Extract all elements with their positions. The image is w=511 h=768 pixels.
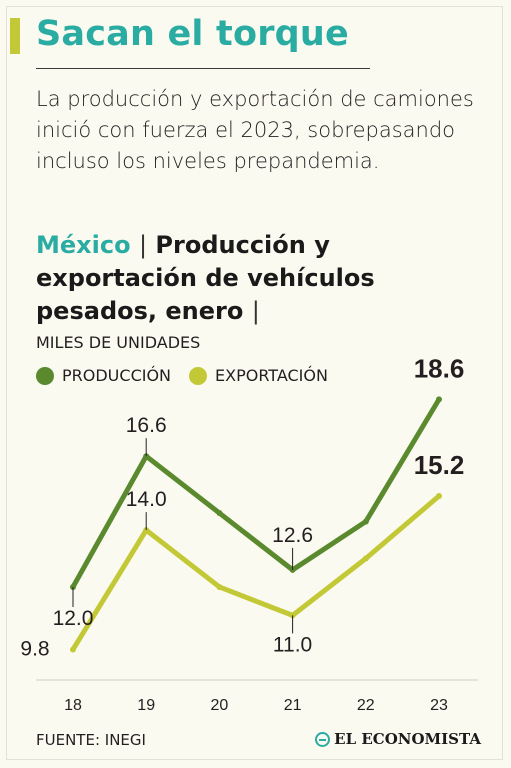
chart-title-text: Producción y exportación de vehículos pe… (36, 231, 375, 325)
brand-icon (315, 731, 331, 747)
legend-swatch-exportacion (189, 366, 208, 385)
chart-title-trailing-separator: | (251, 297, 260, 325)
series-line-exportacion (70, 493, 442, 652)
x-tick-label: 22 (357, 697, 375, 714)
x-tick-label: 21 (284, 697, 302, 714)
legend-swatch-produccion (36, 366, 54, 385)
data-label: 9.8 (20, 637, 49, 660)
subtitle: La producción y exportación de camiones … (36, 87, 474, 173)
source-note: FUENTE: INEGI (36, 731, 146, 749)
x-tick-label: 19 (137, 697, 155, 714)
data-label: 16.6 (126, 414, 167, 437)
series-line-produccion (70, 396, 442, 590)
data-point (216, 510, 223, 517)
data-label: 12.6 (272, 524, 313, 547)
chart-country: México (36, 231, 131, 259)
page-title: Sacan el torque (36, 14, 349, 54)
x-tick-label: 20 (211, 697, 229, 714)
data-point (362, 518, 369, 525)
data-label: 15.2 (414, 450, 465, 480)
data-point (216, 583, 223, 590)
accent-bar (10, 18, 20, 54)
data-point (362, 555, 369, 562)
data-label: 14.0 (126, 488, 167, 511)
data-point (436, 396, 442, 403)
legend-item-exportacion: EXPORTACIÓN (189, 366, 328, 385)
x-tick-label: 23 (430, 697, 448, 714)
data-label: 12.0 (53, 607, 94, 630)
data-label: 18.6 (414, 353, 465, 383)
data-label: 11.0 (273, 633, 312, 656)
legend-label-exportacion: EXPORTACIÓN (215, 366, 328, 385)
chart-title-separator: | (138, 231, 148, 259)
data-point (436, 493, 442, 499)
legend-item-produccion: PRODUCCIÓN (36, 366, 171, 385)
title-rule (36, 68, 370, 69)
brand-logo: EL ECONOMISTA (315, 730, 481, 748)
brand-name: EL ECONOMISTA (334, 730, 481, 748)
legend-label-produccion: PRODUCCIÓN (62, 366, 172, 385)
data-point (70, 646, 76, 653)
legend: PRODUCCIÓN EXPORTACIÓN (36, 366, 346, 385)
frame (6, 6, 503, 760)
chart-title: México | Producción y exportación de veh… (36, 229, 486, 328)
x-tick-label: 18 (64, 697, 82, 714)
units-label: MILES DE UNIDADES (36, 333, 201, 352)
